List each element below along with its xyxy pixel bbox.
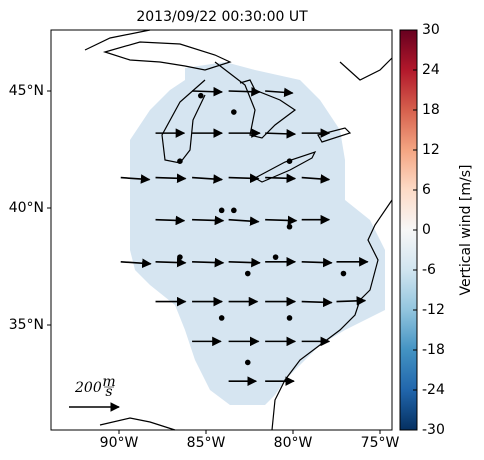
station (244, 359, 251, 366)
wind-arrow (301, 257, 333, 268)
station (286, 315, 293, 321)
colorbar-tick-label: 24 (422, 62, 440, 78)
wind-arrow (155, 215, 186, 226)
colorbar-tick-label: 18 (422, 102, 440, 118)
wind-arrow (301, 297, 333, 308)
station (231, 109, 237, 115)
station (197, 92, 204, 99)
colorbar-tick-label: 30 (422, 22, 440, 38)
station (218, 207, 225, 214)
title: 2013/09/22 00:30:00 UT (136, 9, 308, 25)
station (231, 207, 237, 214)
reference-unit-num: m (102, 374, 115, 390)
wind-arrow (192, 215, 225, 226)
wind-arrow (265, 129, 297, 139)
wind-arrow (155, 173, 187, 184)
station (272, 254, 279, 260)
colorbar-tick-label: 0 (422, 222, 431, 238)
wind-arrow (228, 86, 261, 97)
station (286, 223, 293, 230)
data-region (130, 62, 385, 405)
station (218, 315, 225, 321)
station (244, 270, 251, 277)
wind-arrow (228, 216, 260, 226)
wind-arrow (192, 86, 224, 97)
lon-tick-label: 80°W (274, 435, 313, 451)
lon-tick-label: 90°W (100, 435, 139, 451)
reference-speed: 200 (74, 380, 102, 396)
wind-arrow (301, 174, 331, 184)
station (177, 158, 183, 164)
wind-arrow (120, 258, 152, 269)
colorbar-tick-label: -30 (422, 422, 445, 438)
wind-arrow (265, 87, 294, 98)
wind-arrow (192, 174, 224, 184)
lat-tick-label: 35°N (9, 317, 44, 333)
lon-tick-label: 85°W (187, 435, 226, 451)
wind-arrow (120, 174, 151, 184)
wind-arrow (336, 296, 367, 306)
wind-arrow (265, 215, 298, 226)
colorbar-tick-label: 12 (422, 142, 440, 158)
wind-arrow (228, 257, 261, 268)
lon-tick-label: 75°W (361, 435, 400, 451)
colorbar-tick-label: 6 (422, 182, 431, 198)
wind-arrow (192, 257, 225, 268)
station (177, 254, 183, 260)
station (286, 158, 293, 164)
station (340, 270, 347, 277)
coastlines (84, 29, 393, 431)
colorbar-tick-label: -6 (422, 262, 436, 278)
colorbar-tick-label: -24 (422, 382, 445, 398)
lat-tick-label: 45°N (9, 83, 44, 99)
wind-arrow (265, 173, 297, 184)
map-frame (50, 29, 393, 431)
colorbar-label: Vertical wind [m/s] (458, 165, 474, 296)
wind-arrow (155, 257, 187, 268)
colorbar-tick-label: -12 (422, 302, 445, 318)
wind-arrow (228, 173, 260, 184)
colorbar-tick-label: -18 (422, 342, 445, 358)
reference-unit-den: s (105, 384, 112, 400)
lat-tick-label: 40°N (9, 200, 44, 216)
